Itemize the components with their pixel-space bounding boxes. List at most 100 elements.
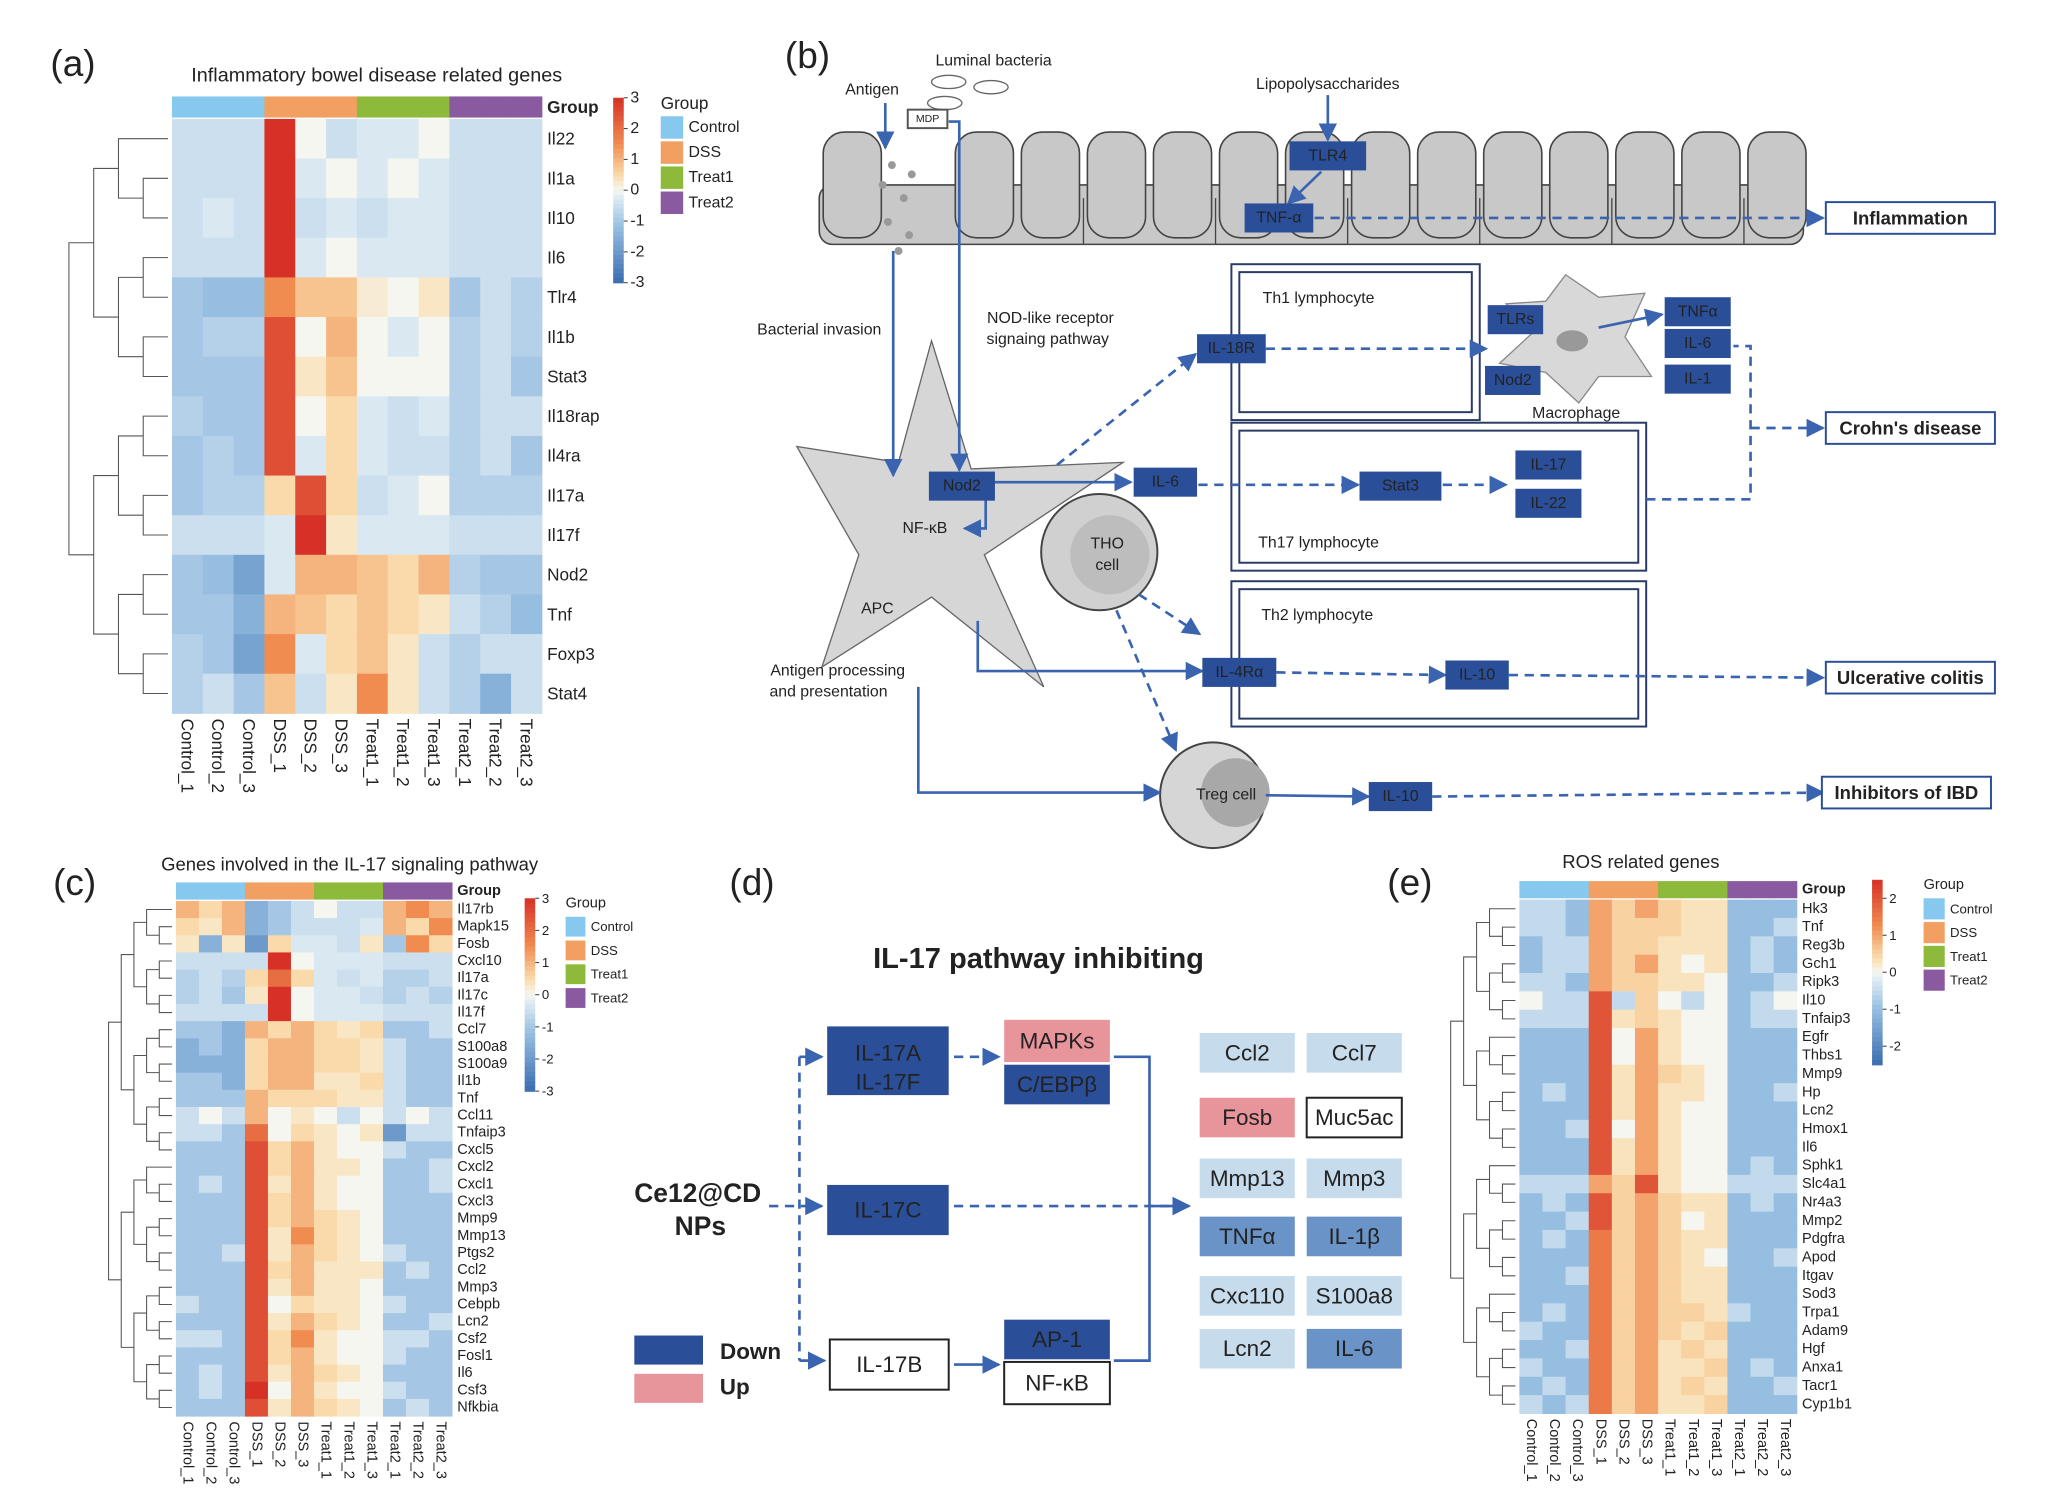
heatmap-cell (1704, 1321, 1728, 1341)
heatmap-cell (244, 1021, 269, 1039)
heatmap-cell (336, 918, 361, 936)
scale-gradient (1872, 986, 1883, 992)
villus (822, 131, 883, 239)
heatmap-cell (1588, 1028, 1613, 1047)
heatmap-cell (382, 1021, 407, 1039)
scale-gradient (524, 1023, 536, 1030)
heatmap-cell (1519, 1156, 1544, 1176)
heatmap-cell (1542, 1046, 1567, 1066)
heatmap-cell (1727, 1064, 1752, 1084)
heatmap-cell (290, 1192, 315, 1211)
heatmap-cell (1542, 1248, 1567, 1268)
heatmap-cell (1519, 1009, 1544, 1029)
arrow (962, 496, 988, 538)
heatmap-cell (244, 1313, 269, 1331)
group-bar (264, 96, 296, 118)
heatmap-cell (1773, 1156, 1798, 1176)
heatmap-cell (405, 1089, 430, 1108)
node-box (1515, 450, 1582, 480)
heatmap-cell (1519, 1229, 1544, 1249)
label: Antigen (845, 81, 899, 98)
heatmap-cell (244, 918, 269, 936)
scale-gradient (524, 917, 536, 924)
heatmap-cell (1704, 1119, 1728, 1139)
heatmap-cell (267, 1227, 292, 1245)
heatmap-cell (295, 277, 327, 318)
heatmap-cell (1704, 954, 1728, 974)
heatmap-cell (1773, 1064, 1798, 1084)
heatmap-cell (382, 1278, 407, 1297)
heatmap-cell (221, 986, 246, 1005)
node-label: IL-4Rα (1215, 664, 1263, 681)
node-label: IL-17F (856, 1069, 921, 1094)
heatmap-cell (359, 1072, 384, 1091)
heatmap-cell (1681, 936, 1705, 956)
scale-gradient (613, 227, 624, 233)
node-box (1515, 488, 1582, 518)
label: IL-17 pathway inhibiting (873, 943, 1204, 975)
scale-tick-label: -2 (630, 243, 644, 260)
heatmap-cell (382, 1055, 407, 1074)
heatmap-cell (429, 900, 453, 919)
scale-gradient (613, 199, 624, 205)
heatmap-cell (313, 900, 338, 919)
macrophage-nucleus (1556, 330, 1589, 352)
heatmap-cell (356, 237, 389, 278)
heatmap-cell (1588, 1248, 1613, 1268)
heatmap-cell (429, 1330, 453, 1348)
heatmap-cell (387, 277, 420, 318)
heatmap-cell (405, 1244, 430, 1263)
heatmap-cell (290, 1158, 315, 1177)
heatmap-cell (405, 1192, 430, 1211)
heatmap-cell (418, 198, 450, 239)
node-box (1004, 1319, 1110, 1360)
heatmap-cell (1519, 1101, 1544, 1121)
heatmap-cell (290, 1089, 315, 1108)
heatmap-cell (1658, 1358, 1682, 1378)
legend-label: Treat2 (688, 194, 733, 211)
legend-swatch (1923, 898, 1945, 920)
scale-tick-label: 1 (1889, 928, 1896, 943)
heatmap-cell (313, 1398, 338, 1417)
heatmap-cell (382, 1295, 407, 1314)
heatmap-cell (1634, 1083, 1659, 1102)
heatmap-cell (233, 277, 265, 318)
node-box (827, 1026, 949, 1096)
heatmap-cell (244, 1278, 269, 1297)
group-bar (359, 882, 384, 900)
heatmap-cell (1658, 1174, 1682, 1194)
heatmap-cell (418, 317, 450, 358)
gene-label: Ptgs2 (457, 1245, 494, 1261)
heatmap-cell (1727, 1101, 1752, 1121)
heatmap-cell (1542, 1028, 1567, 1047)
scale-gradient (1872, 995, 1883, 1001)
scale-gradient (1872, 1004, 1883, 1010)
heatmap-cell (1634, 1064, 1659, 1084)
bacterium (973, 79, 1009, 95)
sample-label: Control_3 (239, 719, 259, 793)
gene-label: Thbs1 (1802, 1048, 1842, 1064)
scale-gradient (1872, 884, 1883, 890)
heatmap-cell (221, 900, 246, 919)
heatmap-cell (313, 1055, 338, 1074)
heatmap-cell (1727, 1303, 1752, 1323)
heatmap-cell (1773, 936, 1798, 956)
heatmap-cell (1542, 1229, 1567, 1249)
heatmap-cell (480, 356, 512, 397)
heatmap-cell (1727, 991, 1752, 1011)
node-label: Cxc110 (1210, 1283, 1284, 1308)
heatmap-cell (1519, 1321, 1544, 1341)
heatmap-cell (1727, 1395, 1752, 1414)
heatmap-cell (1634, 1101, 1659, 1121)
heatmap-cell (1658, 936, 1682, 956)
heatmap-cell (511, 396, 543, 437)
heatmap-cell (267, 1192, 292, 1211)
arrow (1056, 352, 1198, 467)
heatmap-cell (171, 475, 204, 516)
heatmap-cell (511, 198, 543, 239)
heatmap-cell (264, 118, 296, 160)
heatmap-cell (1704, 917, 1728, 937)
heatmap-cell (1704, 1174, 1728, 1194)
group-bar (198, 882, 223, 900)
gene-label: Fosb (457, 936, 489, 952)
